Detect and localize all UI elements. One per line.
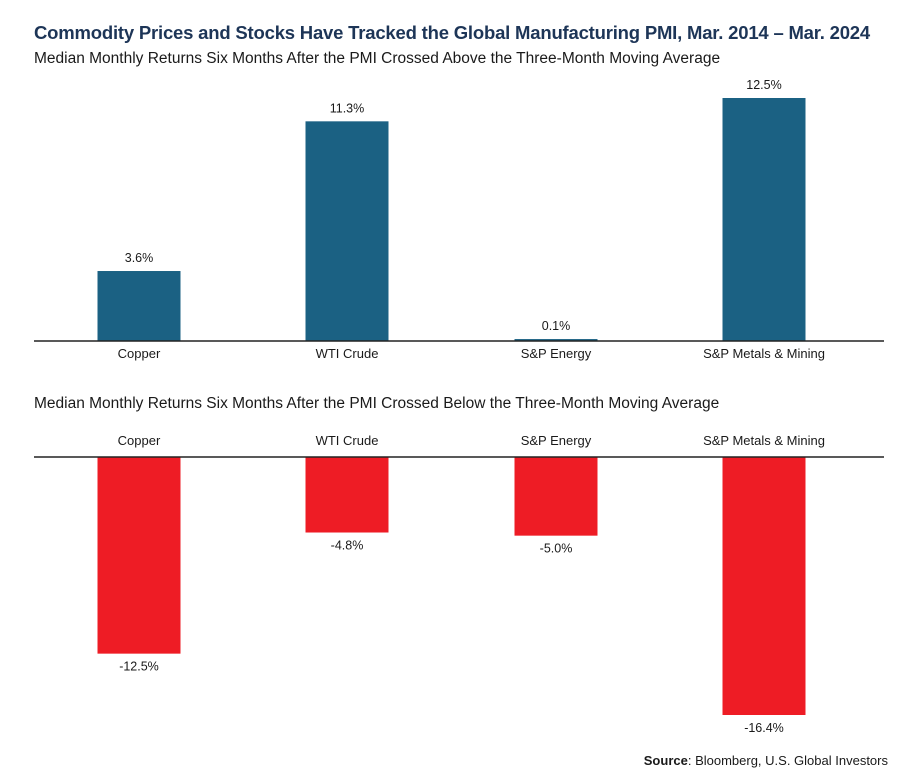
bottom-chart-subtitle: Median Monthly Returns Six Months After … <box>34 395 720 412</box>
bottom-bar-3 <box>722 457 806 715</box>
bottom-value-label-3: -16.4% <box>744 721 784 735</box>
top-bar-0 <box>97 271 181 341</box>
bottom-bar-2 <box>514 457 598 536</box>
top-value-label-3: 12.5% <box>746 78 781 92</box>
top-category-label-1: WTI Crude <box>316 346 379 361</box>
top-bar-1 <box>305 121 389 341</box>
chart-title: Commodity Prices and Stocks Have Tracked… <box>34 22 870 43</box>
bottom-value-label-0: -12.5% <box>119 660 159 674</box>
source-text: : Bloomberg, U.S. Global Investors <box>687 753 888 768</box>
bottom-value-label-2: -5.0% <box>540 542 573 556</box>
bottom-category-label-0: Copper <box>118 433 161 448</box>
top-bar-3 <box>722 98 806 341</box>
top-category-label-2: S&P Energy <box>521 346 592 361</box>
bottom-category-label-3: S&P Metals & Mining <box>703 433 825 448</box>
bottom-bar-1 <box>305 457 389 533</box>
top-category-label-3: S&P Metals & Mining <box>703 346 825 361</box>
top-value-label-1: 11.3% <box>330 101 365 115</box>
source-label: Source <box>643 753 688 768</box>
source-note: Source: Bloomberg, U.S. Global Investors <box>644 753 888 768</box>
bottom-category-label-1: WTI Crude <box>316 433 379 448</box>
top-value-label-2: 0.1% <box>542 319 571 333</box>
top-category-label-0: Copper <box>118 346 161 361</box>
top-bar-2 <box>514 339 598 341</box>
bottom-value-label-1: -4.8% <box>331 539 364 553</box>
bottom-category-label-2: S&P Energy <box>521 433 592 448</box>
bottom-bar-0 <box>97 457 181 654</box>
top-value-label-0: 3.6% <box>125 251 154 265</box>
top-chart-subtitle: Median Monthly Returns Six Months After … <box>34 50 721 67</box>
